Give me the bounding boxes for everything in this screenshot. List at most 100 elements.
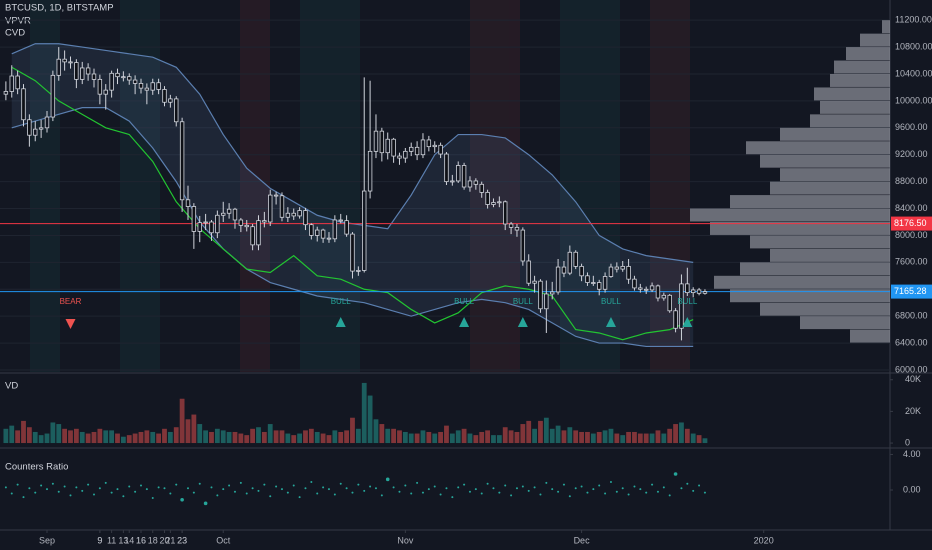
ratio-dot <box>673 472 678 476</box>
volume-bar <box>402 431 408 444</box>
candle-body <box>309 224 314 236</box>
ratio-dot <box>598 484 601 487</box>
volume-bar <box>109 430 115 444</box>
ratio-dot <box>92 493 95 496</box>
ratio-dot <box>104 481 107 484</box>
ratio-dot <box>304 487 307 490</box>
ratio-dot <box>233 490 236 493</box>
candle-body <box>661 294 667 299</box>
x-tick-label: 18 <box>148 535 158 545</box>
y-tick-label: 6800.00 <box>895 311 928 321</box>
volume-bar <box>643 433 649 444</box>
candle-body <box>491 202 496 205</box>
volume-bar <box>520 424 526 444</box>
candle-body <box>391 138 396 157</box>
x-tick-label: Nov <box>397 535 414 545</box>
volume-bar <box>602 430 608 444</box>
signal-label: BULL <box>677 297 698 306</box>
candle-body <box>203 221 208 224</box>
volume-profile-bar <box>814 87 890 101</box>
ratio-dot <box>398 490 401 493</box>
y-tick-label: 9600.00 <box>895 122 928 132</box>
ratio-dot <box>392 486 395 489</box>
volume-bar <box>320 433 326 444</box>
volume-bar <box>338 431 344 444</box>
volume-profile-bar <box>740 262 890 276</box>
ratio-dot <box>10 492 13 495</box>
volume-bar <box>179 398 185 444</box>
price-label-box <box>891 284 932 299</box>
volume-profile-bar <box>760 302 890 316</box>
candle-body <box>591 282 596 284</box>
candle-body <box>15 75 20 90</box>
volume-bar <box>115 433 120 444</box>
ratio-dot <box>139 484 142 487</box>
candle-body <box>620 265 625 270</box>
candle-body <box>291 212 296 217</box>
ratio-dot <box>545 481 548 484</box>
volume-bar <box>367 395 373 444</box>
ratio-dot <box>633 485 636 488</box>
candle-body <box>320 229 326 239</box>
ratio-dot <box>480 492 483 495</box>
volume-profile-bar <box>820 100 890 114</box>
ratio-dot <box>580 485 583 488</box>
signal-arrow <box>517 317 528 327</box>
volume-bar <box>444 425 449 444</box>
candle-body <box>473 180 479 185</box>
volume-bar <box>667 428 673 444</box>
y-tick-label: 9200.00 <box>895 149 928 159</box>
ratio-dot <box>175 483 178 486</box>
volume-bar <box>267 424 273 444</box>
candle-body <box>497 201 502 204</box>
ratio-dot <box>680 487 683 490</box>
signal-label: BULL <box>454 297 475 306</box>
ratio-dot <box>551 488 554 491</box>
ratio-dot <box>251 487 254 490</box>
ratio-dot <box>686 482 689 485</box>
volume-bar <box>473 435 479 444</box>
candle-body <box>315 229 320 236</box>
candle-body <box>56 58 61 76</box>
ratio-dot <box>380 494 383 497</box>
volume-bar <box>632 431 637 444</box>
candle-body <box>38 127 44 130</box>
candle-body <box>702 291 708 294</box>
candle-body <box>303 210 308 226</box>
ratio-dot <box>310 481 313 483</box>
ratio-dot <box>404 484 407 487</box>
candle-body <box>526 260 531 284</box>
y-tick-label: 6400.00 <box>895 337 928 347</box>
volume-bar <box>702 438 708 444</box>
candle-body <box>597 282 602 290</box>
volume-bar <box>144 430 150 444</box>
ratio-dot <box>34 491 37 494</box>
volume-bar <box>79 431 85 444</box>
volume-bar <box>344 430 350 444</box>
candle-body <box>21 88 26 121</box>
ratio-dot <box>180 497 184 502</box>
volume-bar <box>279 430 285 444</box>
candle-body <box>179 121 185 201</box>
candle-body <box>503 201 508 225</box>
volume-bar <box>626 431 631 444</box>
ratio-dot <box>280 488 283 491</box>
candle-body <box>461 165 467 188</box>
volume-bar <box>209 431 214 444</box>
volume-bar <box>608 428 614 444</box>
ratio-dot <box>239 481 242 484</box>
ratio-dot <box>521 485 524 488</box>
ratio-dot <box>292 484 295 487</box>
volume-bar <box>496 435 502 444</box>
candle-body <box>62 58 67 63</box>
ratio-dot <box>327 488 330 491</box>
volume-bar <box>673 424 678 444</box>
candle-body <box>685 283 690 294</box>
ratio-dot <box>75 486 78 489</box>
volume-bar <box>514 431 520 444</box>
volume-bar <box>543 417 549 444</box>
ratio-tick-label: 4.00 <box>903 449 921 459</box>
ratio-dot <box>369 485 372 488</box>
x-tick-label: 14 <box>124 535 134 545</box>
